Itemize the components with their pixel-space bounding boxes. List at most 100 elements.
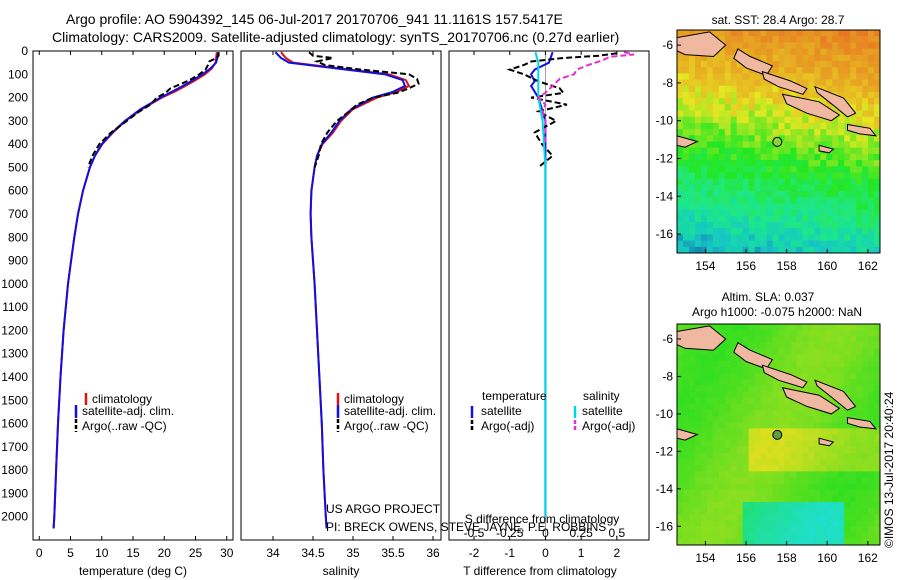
- map-cell: [796, 116, 803, 124]
- map-cell: [694, 203, 702, 211]
- map-cell: [826, 434, 833, 442]
- map-cell: [682, 483, 690, 491]
- map-cell: [724, 348, 732, 356]
- map-cell: [874, 324, 880, 331]
- map-cell: [862, 495, 869, 503]
- map-cell: [784, 104, 792, 112]
- map-cell: [700, 348, 708, 356]
- map-cell: [766, 477, 774, 485]
- map-cell: [736, 452, 744, 460]
- map-cell: [796, 385, 803, 393]
- map-cell: [868, 203, 875, 211]
- map-cell: [706, 379, 714, 386]
- map-cell: [862, 98, 869, 105]
- map-cell: [754, 203, 762, 211]
- map-cell: [677, 178, 684, 186]
- map-cell: [814, 153, 821, 161]
- map-cell: [706, 520, 714, 528]
- map-cell: [712, 391, 720, 399]
- map-cell: [844, 42, 851, 50]
- map-cell: [736, 379, 744, 386]
- map-cell: [832, 520, 839, 528]
- map-cell: [700, 191, 708, 198]
- map-cell: [712, 446, 720, 454]
- map-cell: [862, 42, 869, 50]
- map-cell: [820, 477, 827, 485]
- map-cell: [700, 73, 708, 81]
- map-cell: [868, 440, 875, 448]
- map-cell: [682, 526, 690, 534]
- map-cell: [677, 446, 684, 454]
- map-cell: [874, 184, 880, 192]
- map-cell: [688, 360, 696, 368]
- map-cell: [802, 428, 809, 436]
- map-cell: [856, 379, 863, 386]
- map-cell: [754, 397, 762, 405]
- map-cell: [796, 172, 803, 180]
- map-cell: [694, 147, 702, 155]
- map-cell: [862, 209, 869, 217]
- map-cell: [808, 483, 815, 491]
- map-cell: [718, 330, 726, 337]
- map-cell: [700, 373, 708, 380]
- map-cell: [772, 348, 780, 356]
- map-cell: [832, 342, 839, 350]
- map-cell: [766, 324, 774, 331]
- map-cell: [862, 54, 869, 62]
- map-cell: [844, 508, 851, 515]
- map-cell: [712, 104, 720, 112]
- map-cell: [838, 495, 845, 503]
- map-cell: [820, 228, 827, 236]
- map-cell: [766, 240, 774, 248]
- map-cell: [677, 73, 684, 81]
- map-cell: [784, 483, 792, 491]
- map-cell: [700, 246, 708, 253]
- map-cell: [772, 483, 780, 491]
- map-cell: [718, 477, 726, 485]
- map-cell: [754, 42, 762, 50]
- map-cell: [742, 104, 750, 112]
- map-cell: [742, 110, 750, 118]
- map-cell: [724, 508, 732, 515]
- x-tick-label: 15: [126, 546, 140, 560]
- map-cell: [677, 409, 684, 417]
- map-cell: [718, 354, 726, 362]
- map-cell: [832, 330, 839, 337]
- map-cell: [766, 234, 774, 242]
- map-cell: [862, 191, 869, 198]
- map-cell: [778, 48, 786, 56]
- map-cell: [712, 184, 720, 192]
- map-cell: [838, 73, 845, 81]
- map-cell: [730, 336, 738, 344]
- map-cell: [838, 54, 845, 62]
- map-cell: [736, 67, 744, 74]
- map-cell: [832, 422, 839, 429]
- map-cell: [874, 85, 880, 93]
- map-cell: [724, 135, 732, 143]
- map-cell: [736, 209, 744, 217]
- map-cell: [778, 197, 786, 205]
- map-cell: [826, 360, 833, 368]
- map-cell: [820, 184, 827, 192]
- difference-frame: [448, 50, 650, 541]
- map-cell: [844, 354, 851, 362]
- map-cell: [820, 48, 827, 56]
- map-cell: [688, 203, 696, 211]
- map-cell: [724, 379, 732, 386]
- map-cell: [856, 246, 863, 253]
- map-cell: [736, 434, 744, 442]
- map-cell: [700, 422, 708, 429]
- map-cell: [700, 234, 708, 242]
- map-cell: [826, 452, 833, 460]
- map-cell: [850, 246, 857, 253]
- map-cell: [706, 91, 714, 99]
- map-cell: [838, 385, 845, 393]
- map-cell: [772, 452, 780, 460]
- map-cell: [850, 79, 857, 87]
- map-cell: [748, 526, 756, 534]
- map-cell: [700, 489, 708, 497]
- map-cell: [682, 360, 690, 368]
- map-cell: [724, 147, 732, 155]
- map-cell: [724, 477, 732, 485]
- map-cell: [796, 440, 803, 448]
